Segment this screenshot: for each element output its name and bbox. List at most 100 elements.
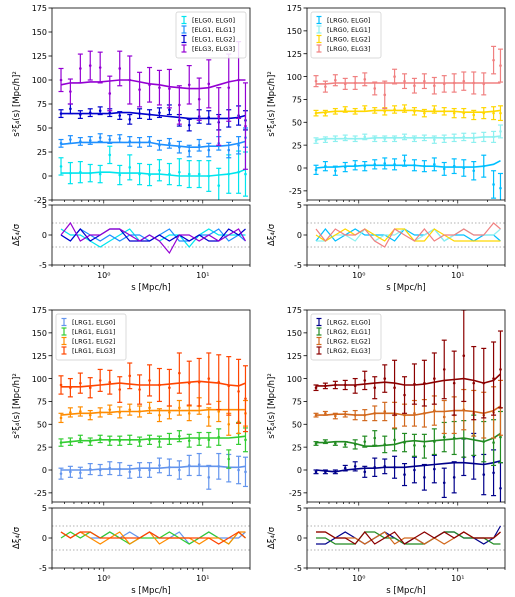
series-4 xyxy=(58,40,248,170)
series-2 xyxy=(58,127,248,159)
data-point xyxy=(168,386,171,390)
model-line xyxy=(61,168,246,177)
data-point xyxy=(324,384,327,388)
data-point xyxy=(423,136,426,140)
data-point xyxy=(373,412,377,415)
residual-y-axis-label: Δξ₄/σ xyxy=(12,223,22,246)
legend-item: [LRG2, ELG0] xyxy=(316,317,370,327)
data-point xyxy=(217,435,221,439)
data-point xyxy=(452,476,456,479)
data-point xyxy=(343,136,347,140)
data-point xyxy=(207,476,211,479)
data-point xyxy=(353,465,357,468)
residual-y-axis-label: Δξ₄/σ xyxy=(267,526,277,549)
data-point xyxy=(138,468,141,472)
data-point xyxy=(59,112,63,115)
data-point xyxy=(98,66,102,69)
data-point xyxy=(324,85,327,88)
data-point xyxy=(334,442,337,445)
y-tick-label: -25 xyxy=(34,489,47,498)
data-point xyxy=(482,381,486,385)
legend-item: [LRG1, ELG3] xyxy=(61,346,115,355)
data-point xyxy=(108,466,112,470)
main-plot-area xyxy=(58,352,248,490)
data-point xyxy=(158,143,161,147)
data-point xyxy=(187,439,191,443)
data-point xyxy=(393,465,396,469)
data-point xyxy=(207,174,211,178)
data-point xyxy=(88,111,92,114)
data-point xyxy=(452,164,456,168)
legend-label: [ELG1, ELG2] xyxy=(192,36,235,44)
data-point xyxy=(343,412,347,416)
data-point xyxy=(452,136,456,140)
data-point xyxy=(314,111,318,115)
data-point xyxy=(472,113,476,117)
y-tick-label: 50 xyxy=(292,118,302,127)
data-point xyxy=(79,113,82,116)
data-point xyxy=(108,138,112,141)
series-4 xyxy=(313,45,503,110)
data-point xyxy=(59,78,63,82)
data-point xyxy=(462,408,466,411)
data-point xyxy=(393,438,396,442)
data-point xyxy=(343,165,347,169)
model-line xyxy=(316,405,501,416)
data-point xyxy=(423,164,426,168)
y-tick-label: 175 xyxy=(32,306,47,315)
data-point xyxy=(492,135,495,139)
data-point xyxy=(237,468,240,472)
data-point xyxy=(88,440,92,443)
data-point xyxy=(59,142,63,145)
legend: [ELG0, ELG0][ELG1, ELG1] [ELG1, ELG2][ELG… xyxy=(175,11,247,59)
data-point xyxy=(324,470,327,474)
data-point xyxy=(244,438,247,442)
data-point xyxy=(98,411,102,414)
legend-box xyxy=(310,313,382,361)
data-point xyxy=(482,440,486,443)
data-point xyxy=(423,111,426,115)
model-line xyxy=(315,109,501,114)
data-point xyxy=(383,93,387,97)
data-point xyxy=(353,413,357,417)
data-point xyxy=(178,468,181,472)
x-tick-label: 10¹ xyxy=(196,271,209,280)
data-point xyxy=(353,443,357,446)
y-tick-label: 75 xyxy=(37,100,47,109)
legend: [LRG2, ELG0][LRG2, ELG1] [LRG2, ELG2][LRG… xyxy=(310,313,382,361)
data-point xyxy=(79,140,82,143)
residual-plot-area xyxy=(52,221,250,255)
data-point xyxy=(413,382,416,386)
data-point xyxy=(334,383,337,387)
legend-label: [LRG2, ELG3] xyxy=(327,347,370,355)
data-point xyxy=(363,135,367,139)
data-point xyxy=(178,434,181,438)
y-axis-label: s²ξ₄(s) [Mpc/h]² xyxy=(267,71,277,136)
y-axis-label: s²ξ₄(s) [Mpc/h]² xyxy=(12,373,22,438)
data-point xyxy=(187,123,191,127)
model-line xyxy=(60,435,246,444)
data-point xyxy=(433,163,436,166)
y-tick-label: 0 xyxy=(297,231,302,240)
y-tick-label: 5 xyxy=(297,201,302,210)
y-tick-label: 0 xyxy=(42,231,47,240)
legend: [LRG0, ELG0][LRG0, ELG1] [LRG0, ELG2][LRG… xyxy=(310,11,382,59)
legend-item: [ELG1, ELG1] xyxy=(181,25,235,34)
data-point xyxy=(314,168,318,172)
data-point xyxy=(403,107,406,110)
data-point xyxy=(108,408,112,411)
y-tick-label: 125 xyxy=(287,50,302,59)
legend-label: [ELG1, ELG1] xyxy=(192,26,235,34)
data-point xyxy=(128,118,132,121)
x-tick-label: 10¹ xyxy=(451,271,464,280)
data-point xyxy=(442,82,446,86)
series-4 xyxy=(313,310,503,421)
legend-item: [LRG1, ELG0] xyxy=(61,317,115,327)
legend-label: [ELG3, ELG3] xyxy=(192,45,235,53)
data-point xyxy=(108,92,112,95)
x-axis-label: s [Mpc/h] xyxy=(131,586,170,596)
data-point xyxy=(314,386,318,390)
data-point xyxy=(482,135,486,139)
data-point xyxy=(69,107,72,111)
y-tick-label: 75 xyxy=(292,96,302,105)
